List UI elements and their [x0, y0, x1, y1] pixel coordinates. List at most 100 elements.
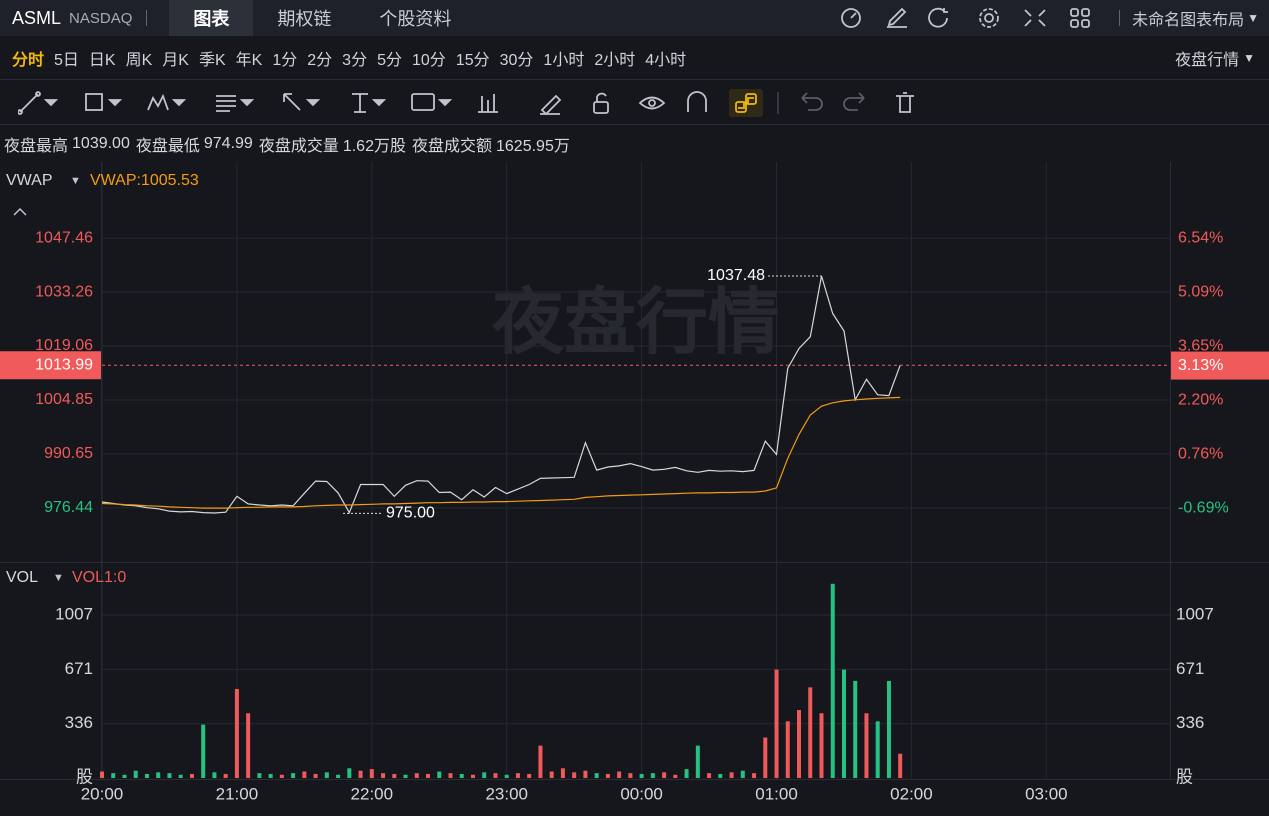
period[interactable]: 5日 — [54, 51, 79, 69]
volume-bar — [785, 721, 790, 778]
volume-bar — [448, 773, 453, 778]
price-line — [101, 275, 901, 514]
volume-bar — [886, 680, 891, 778]
y-tick-label: 1033.26 — [35, 283, 93, 300]
y-tick-label-right: 671 — [1176, 659, 1204, 678]
volume-bar — [313, 773, 318, 778]
volume-indicator: VOL1:0 — [72, 569, 126, 586]
volume-bar — [605, 773, 610, 778]
indicator-value: VWAP:1005.53 — [90, 172, 199, 189]
volume-bar — [875, 721, 880, 778]
y2-tick-label: 6.54% — [1178, 229, 1223, 246]
volume-name: VOL — [6, 569, 38, 586]
x-tick-label: 03:00 — [1025, 784, 1068, 803]
period[interactable]: 日K — [88, 51, 116, 69]
volume-bar — [414, 773, 419, 778]
volume-bar — [650, 773, 655, 778]
stat-label: 夜盘最低 — [135, 138, 200, 155]
volume-bar — [302, 771, 307, 778]
x-tick-label: 21:00 — [216, 784, 259, 803]
vwap-line — [101, 396, 901, 509]
period[interactable]: 15分 — [455, 51, 490, 69]
tab[interactable]: 图表 — [169, 0, 254, 36]
volume-bar — [470, 774, 475, 778]
tab[interactable]: 期权链 — [277, 9, 332, 29]
volume-bar — [594, 773, 599, 778]
dropdown-arrow[interactable]: ▼ — [1247, 11, 1259, 25]
top-icons — [841, 7, 1090, 28]
volume-bar — [830, 583, 835, 778]
volume-bar — [144, 773, 149, 778]
volume-bar — [707, 773, 712, 778]
period[interactable]: 分时 — [12, 51, 45, 69]
y-tick-label: 336 — [65, 713, 93, 732]
divider — [146, 10, 148, 26]
y-tick-label: 976.44 — [44, 499, 93, 516]
period[interactable]: 季K — [198, 51, 226, 69]
volume-bar — [291, 773, 296, 778]
volume-bar — [527, 773, 532, 778]
period[interactable]: 10分 — [411, 51, 446, 69]
dropdown-arrow[interactable]: ▼ — [1243, 50, 1255, 65]
volume-bar — [279, 774, 284, 778]
period[interactable]: 2分 — [307, 51, 333, 69]
period[interactable]: 3分 — [342, 51, 368, 69]
y-tick-label-right: 股 — [1176, 767, 1193, 786]
volume-bar — [234, 688, 239, 778]
top-bar: ASML NASDAQ 图表 期权链 个股资料 未命名图表布局 ▼ — [0, 0, 1269, 36]
volume-bar — [819, 713, 824, 778]
volume-bar — [246, 713, 251, 778]
last-pct-label: 3.13% — [1178, 357, 1223, 374]
volume-bar — [403, 774, 408, 778]
stat-label: 夜盘成交量 — [258, 138, 339, 155]
volume-bar — [178, 774, 183, 778]
x-tick-label: 02:00 — [890, 784, 933, 803]
indicator-name: VWAP — [6, 172, 53, 189]
period[interactable]: 30分 — [499, 51, 534, 69]
low-label: 975.00 — [386, 505, 435, 522]
y-tick-label: 1004.85 — [35, 391, 93, 408]
stat-value: 1625.95万 — [496, 138, 570, 155]
volume-bar — [740, 770, 745, 778]
volume-bar — [504, 774, 509, 778]
volume-bar — [392, 773, 397, 778]
y2-tick-label: 3.65% — [1178, 337, 1223, 354]
y-tick-label: 1007 — [55, 604, 93, 623]
period[interactable]: 1小时 — [543, 51, 585, 69]
volume-bar — [324, 772, 329, 778]
volume-bar — [212, 772, 217, 778]
period[interactable]: 周K — [125, 51, 153, 69]
volume-bar — [482, 772, 487, 778]
period[interactable]: 月K — [162, 51, 189, 69]
x-tick-label: 23:00 — [485, 784, 528, 803]
volume-bar — [133, 770, 138, 778]
x-tick-label: 20:00 — [81, 784, 124, 803]
last-price-box — [0, 351, 101, 380]
period[interactable]: 年K — [235, 51, 263, 69]
tab[interactable]: 个股资料 — [379, 9, 452, 29]
volume-bar — [898, 753, 903, 778]
stat-label: 夜盘成交额 — [411, 138, 492, 155]
layout-name[interactable]: 未命名图表布局 — [1132, 12, 1245, 29]
volume-bar — [167, 773, 172, 778]
volume-bar — [729, 772, 734, 778]
collapse-icon — [13, 207, 27, 216]
volume-bar — [763, 737, 768, 778]
last-pct-box — [1171, 351, 1269, 380]
session-label[interactable]: 夜盘行情 — [1175, 51, 1240, 69]
volume-bar — [864, 713, 869, 778]
volume-bar — [853, 680, 858, 778]
volume-bar — [156, 772, 161, 778]
period[interactable]: 1分 — [272, 51, 298, 69]
chart-background — [0, 162, 1269, 816]
x-tick-label: 00:00 — [620, 784, 663, 803]
period[interactable]: 2小时 — [594, 51, 636, 69]
period[interactable]: 4小时 — [645, 51, 687, 69]
divider — [1119, 10, 1121, 26]
y-tick-label: 990.65 — [44, 445, 93, 462]
y2-tick-label: 5.09% — [1178, 284, 1223, 301]
stat-label: 夜盘最高 — [4, 138, 69, 155]
period[interactable]: 5分 — [377, 51, 402, 69]
y-tick-label: 1047.46 — [35, 229, 93, 246]
y2-tick-label: -0.69% — [1178, 499, 1229, 516]
